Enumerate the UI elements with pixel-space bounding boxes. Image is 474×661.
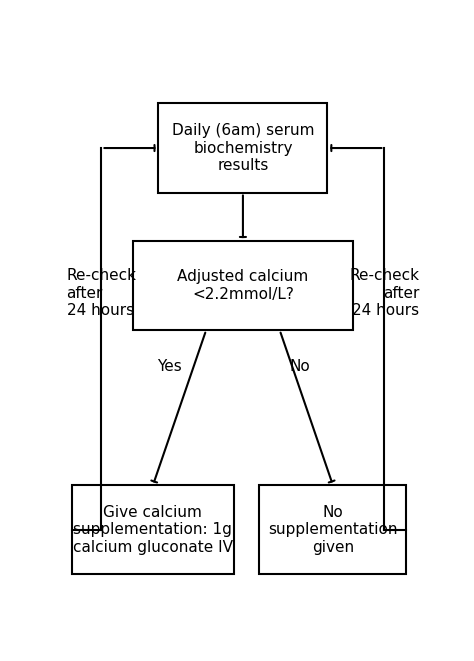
Text: Daily (6am) serum
biochemistry
results: Daily (6am) serum biochemistry results (172, 123, 314, 173)
FancyBboxPatch shape (72, 485, 234, 574)
FancyBboxPatch shape (259, 485, 406, 574)
Text: Re-check
after
24 hours: Re-check after 24 hours (66, 268, 137, 318)
Text: No: No (290, 360, 310, 374)
Text: No
supplementation
given: No supplementation given (268, 505, 398, 555)
Text: Yes: Yes (157, 360, 182, 374)
Text: Re-check
after
24 hours: Re-check after 24 hours (349, 268, 419, 318)
Text: Adjusted calcium
<2.2mmol/L?: Adjusted calcium <2.2mmol/L? (177, 269, 309, 301)
FancyBboxPatch shape (133, 241, 353, 330)
FancyBboxPatch shape (158, 104, 328, 192)
Text: Give calcium
supplementation: 1g
calcium gluconate IV: Give calcium supplementation: 1g calcium… (73, 505, 233, 555)
